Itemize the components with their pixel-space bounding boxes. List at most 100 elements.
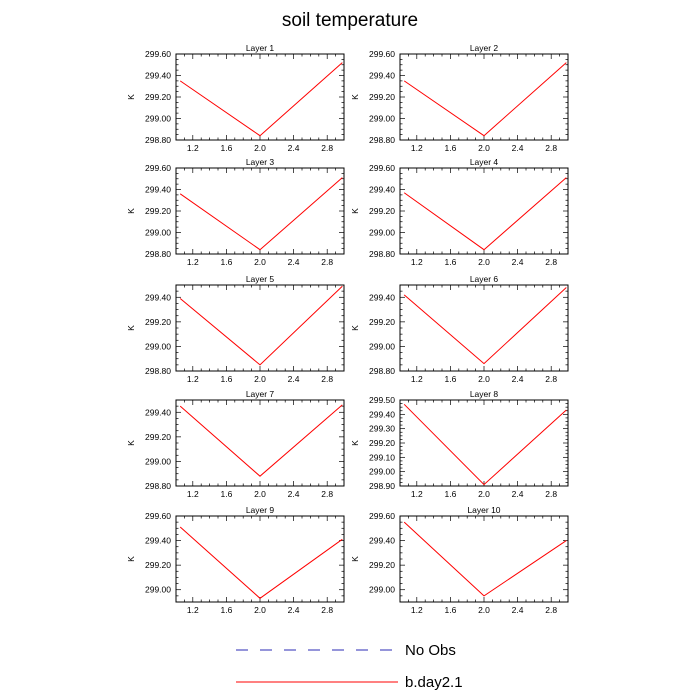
- panel-title: Layer 5: [246, 274, 275, 284]
- y-tick-label: 298.90: [369, 481, 395, 491]
- x-tick-label: 2.0: [254, 374, 266, 384]
- legend-label: b.day2.1: [405, 674, 463, 691]
- x-tick-label: 2.0: [478, 257, 490, 267]
- x-tick-label: 2.8: [321, 143, 333, 153]
- panel-layer-1: Layer 1 1.2 1.6 2.0 2.4 2.8 298.80 299.00 299.20…: [126, 43, 345, 153]
- y-axis-label: K: [126, 208, 136, 214]
- series-line-b-day2-1: [403, 287, 567, 365]
- x-tick-label: 2.4: [512, 489, 524, 499]
- series-line-b-day2-1: [403, 62, 567, 137]
- x-tick-label: 2.0: [478, 489, 490, 499]
- x-tick-label: 1.2: [187, 257, 199, 267]
- panel-title: Layer 7: [246, 389, 275, 399]
- y-tick-label: 298.80: [145, 249, 171, 259]
- y-axis-label: K: [126, 440, 136, 446]
- x-tick-label: 2.0: [478, 143, 490, 153]
- x-tick-label: 2.0: [254, 257, 266, 267]
- x-tick-label: 1.6: [444, 489, 456, 499]
- panel-title: Layer 1: [246, 43, 275, 53]
- x-tick-label: 2.0: [478, 374, 490, 384]
- y-tick-label: 299.60: [369, 511, 395, 521]
- plot-frame: [399, 399, 569, 487]
- y-tick-label: 299.40: [369, 185, 395, 195]
- x-tick-label: 1.2: [411, 605, 423, 615]
- y-tick-label: 299.40: [369, 71, 395, 81]
- panel-layer-2: Layer 2 1.2 1.6 2.0 2.4 2.8 298.80 299.00 299.20…: [350, 43, 569, 153]
- y-tick-label: 299.20: [369, 206, 395, 216]
- panel-title: Layer 3: [246, 157, 275, 167]
- x-tick-label: 2.8: [545, 257, 557, 267]
- x-tick-label: 1.2: [187, 374, 199, 384]
- y-tick-label: 299.00: [145, 585, 171, 595]
- x-tick-label: 1.2: [411, 257, 423, 267]
- y-tick-label: 299.00: [145, 228, 171, 238]
- panel-layer-9: Layer 9 1.2 1.6 2.0 2.4 2.8 299.00 299.20 299.40…: [126, 505, 345, 615]
- y-tick-label: 299.20: [369, 438, 395, 448]
- y-tick-label: 299.20: [145, 92, 171, 102]
- panels-group: Layer 1 1.2 1.6 2.0 2.4 2.8 298.80 299.00 299.20…: [126, 43, 569, 615]
- x-tick-label: 1.6: [220, 605, 232, 615]
- y-tick-label: 299.40: [145, 292, 171, 302]
- panel-layer-8: Layer 8 1.2 1.6 2.0 2.4 2.8 298.90 299.00 299.10…: [350, 389, 569, 499]
- y-axis-label: K: [350, 208, 360, 214]
- series-line-b-day2-1: [403, 521, 567, 597]
- y-tick-label: 299.30: [369, 424, 395, 434]
- y-tick-label: 299.00: [145, 341, 171, 351]
- y-tick-label: 299.50: [369, 395, 395, 405]
- series-line-b-day2-1: [179, 177, 343, 251]
- x-tick-label: 1.6: [220, 257, 232, 267]
- plot-frame: [175, 167, 345, 255]
- panel-title: Layer 8: [470, 389, 499, 399]
- y-tick-label: 299.00: [369, 467, 395, 477]
- series-line-b-day2-1: [403, 403, 567, 486]
- x-tick-label: 2.8: [545, 489, 557, 499]
- y-tick-label: 299.00: [369, 114, 395, 124]
- y-tick-label: 299.60: [145, 511, 171, 521]
- plot-frame: [399, 284, 569, 372]
- panel-layer-10: Layer 10 1.2 1.6 2.0 2.4 2.8 299.00 299.20 299.4…: [350, 505, 569, 615]
- y-axis-label: K: [126, 556, 136, 562]
- y-axis-label: K: [350, 325, 360, 331]
- y-tick-label: 299.40: [145, 407, 171, 417]
- y-axis-label: K: [126, 94, 136, 100]
- x-tick-label: 2.8: [545, 143, 557, 153]
- y-tick-label: 299.40: [145, 185, 171, 195]
- y-tick-label: 299.60: [145, 163, 171, 173]
- x-tick-label: 2.8: [321, 257, 333, 267]
- legend: No Obs b.day2.1: [236, 642, 463, 691]
- x-tick-label: 1.6: [444, 257, 456, 267]
- x-tick-label: 2.0: [254, 143, 266, 153]
- panel-title: Layer 6: [470, 274, 499, 284]
- x-tick-label: 2.0: [254, 605, 266, 615]
- y-tick-label: 299.20: [145, 560, 171, 570]
- y-tick-label: 299.20: [369, 317, 395, 327]
- y-tick-label: 299.40: [369, 536, 395, 546]
- x-tick-label: 2.4: [288, 605, 300, 615]
- y-tick-label: 299.20: [145, 432, 171, 442]
- y-tick-label: 299.40: [369, 292, 395, 302]
- legend-label: No Obs: [405, 642, 456, 659]
- y-tick-label: 299.10: [369, 452, 395, 462]
- x-tick-label: 1.6: [220, 374, 232, 384]
- plot-frame: [175, 515, 345, 603]
- y-tick-label: 299.40: [145, 536, 171, 546]
- x-tick-label: 1.2: [411, 374, 423, 384]
- x-tick-label: 2.8: [545, 374, 557, 384]
- x-tick-label: 1.6: [444, 143, 456, 153]
- panel-layer-6: Layer 6 1.2 1.6 2.0 2.4 2.8 298.80 299.00 299.20…: [350, 274, 569, 384]
- y-tick-label: 299.00: [145, 114, 171, 124]
- y-tick-label: 298.80: [369, 135, 395, 145]
- x-tick-label: 2.4: [512, 605, 524, 615]
- x-tick-label: 1.6: [444, 605, 456, 615]
- x-tick-label: 1.2: [411, 489, 423, 499]
- y-tick-label: 299.40: [369, 409, 395, 419]
- y-axis-label: K: [350, 556, 360, 562]
- plot-frame: [399, 167, 569, 255]
- y-tick-label: 299.20: [369, 560, 395, 570]
- y-tick-label: 299.00: [369, 341, 395, 351]
- series-line-b-day2-1: [179, 526, 343, 599]
- x-tick-label: 1.6: [220, 489, 232, 499]
- x-tick-label: 2.8: [321, 605, 333, 615]
- plot-frame: [399, 515, 569, 603]
